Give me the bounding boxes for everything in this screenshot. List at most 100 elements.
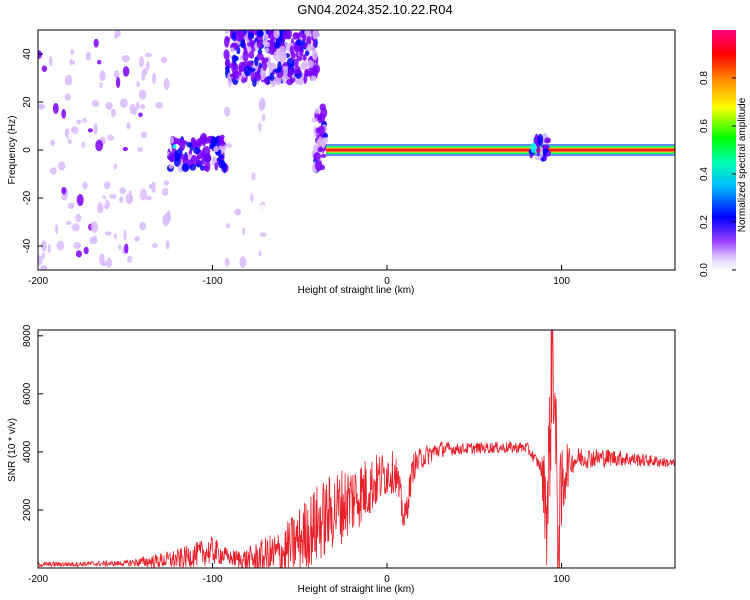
spectral-cell bbox=[188, 150, 193, 155]
spectral-cell bbox=[140, 131, 147, 139]
spectral-cell bbox=[165, 240, 170, 250]
spectral-cell bbox=[223, 49, 230, 60]
spectral-cell bbox=[173, 153, 181, 160]
spectral-cell bbox=[82, 181, 88, 190]
spectral-cell bbox=[311, 117, 318, 123]
spectral-cell bbox=[203, 137, 212, 144]
spectral-cell bbox=[316, 147, 324, 153]
spectrogram-x-axis-label: Height of straight line (km) bbox=[298, 285, 415, 296]
spectral-cell bbox=[125, 193, 133, 205]
spectral-cell bbox=[264, 77, 269, 85]
spectral-cell bbox=[134, 236, 140, 242]
spectral-cell bbox=[534, 133, 539, 146]
spectral-cell bbox=[97, 202, 104, 214]
spectral-cell bbox=[201, 149, 205, 161]
spectral-cell bbox=[234, 208, 241, 216]
spectral-cell bbox=[318, 136, 323, 143]
y-tick-label: 8000 bbox=[22, 324, 33, 347]
y-tick-label: 20 bbox=[22, 96, 33, 108]
spectral-cell bbox=[204, 152, 212, 162]
spectral-cell bbox=[274, 41, 281, 49]
spectral-cell bbox=[229, 47, 235, 53]
spectral-cell bbox=[113, 70, 120, 79]
spectral-cell bbox=[229, 260, 238, 268]
spectral-cell bbox=[41, 252, 45, 260]
spectral-cell bbox=[137, 147, 144, 153]
colorbar-tick-label: 0.0 bbox=[699, 263, 710, 277]
spectral-cell bbox=[279, 30, 284, 34]
spectral-cell bbox=[64, 93, 71, 101]
spectral-cell bbox=[250, 70, 255, 83]
spectral-cell bbox=[38, 103, 46, 110]
spectral-cell bbox=[235, 30, 243, 42]
spectral-cell bbox=[248, 32, 254, 39]
tone-core bbox=[325, 148, 675, 152]
spectral-cell bbox=[258, 250, 262, 257]
x-tick-label: -200 bbox=[28, 574, 48, 585]
spectral-cell bbox=[113, 33, 119, 39]
colorbar-ticks: 0.0 0.2 0.4 0.6 0.8 bbox=[699, 71, 736, 277]
spectral-cell bbox=[259, 235, 264, 247]
spectral-cell bbox=[99, 82, 103, 89]
spectral-cell bbox=[48, 56, 53, 67]
spectral-cell bbox=[140, 104, 146, 110]
spectral-cell bbox=[283, 30, 291, 40]
snr-panel: -200 -100 0 100 2000 4000 6000 8000 Height of s… bbox=[7, 324, 676, 595]
spectral-cell bbox=[41, 65, 48, 73]
spectral-cell bbox=[118, 244, 122, 251]
y-tick-label: 6000 bbox=[22, 382, 33, 405]
spectral-cell bbox=[151, 91, 157, 99]
spectral-cell bbox=[314, 159, 323, 172]
spectral-cell bbox=[233, 184, 240, 190]
spectral-cell bbox=[122, 146, 128, 152]
spectral-cell bbox=[254, 56, 259, 67]
spectral-cell bbox=[151, 181, 156, 194]
spectral-cell bbox=[87, 128, 93, 133]
spectrogram-image bbox=[38, 30, 675, 270]
spectral-cell bbox=[211, 156, 217, 163]
spectral-cell bbox=[129, 103, 136, 115]
spectral-cell bbox=[85, 51, 92, 61]
spectral-cell bbox=[263, 57, 269, 63]
spectral-cell bbox=[223, 135, 232, 144]
spectral-cell bbox=[67, 202, 75, 209]
spectral-cell bbox=[68, 132, 76, 141]
spectral-cell bbox=[269, 72, 275, 82]
snr-frame bbox=[37, 329, 676, 569]
spectral-cell bbox=[179, 139, 186, 151]
figure-title: GN04.2024.352.10.22.R04 bbox=[297, 2, 453, 17]
spectral-cell bbox=[138, 89, 147, 100]
spectral-cell bbox=[296, 55, 303, 62]
spectral-cell bbox=[113, 163, 117, 170]
spectral-cell bbox=[273, 51, 281, 62]
spectral-cell bbox=[75, 213, 82, 223]
spectral-cell bbox=[256, 52, 264, 61]
y-tick-label: 4000 bbox=[22, 440, 33, 463]
spectral-cell bbox=[537, 133, 544, 146]
snr-series-line bbox=[38, 330, 675, 568]
spectral-cell bbox=[189, 164, 197, 171]
spectral-cell bbox=[540, 146, 544, 158]
spectral-cell bbox=[76, 194, 84, 207]
x-tick-label: -100 bbox=[203, 276, 223, 287]
spectral-cell bbox=[103, 181, 111, 190]
spectral-cell bbox=[242, 227, 246, 236]
x-tick-label: -200 bbox=[28, 276, 48, 287]
spectral-cell bbox=[224, 65, 230, 72]
spectral-cell bbox=[75, 250, 82, 258]
spectral-cell bbox=[228, 76, 232, 88]
spectral-cell bbox=[258, 62, 263, 69]
spectral-cell bbox=[306, 43, 313, 52]
spectral-cell bbox=[318, 125, 325, 135]
spectral-cell bbox=[71, 126, 79, 135]
spectral-cell bbox=[163, 180, 170, 186]
spectral-cell bbox=[168, 164, 174, 169]
spectral-cell bbox=[119, 187, 127, 195]
spectral-cell bbox=[90, 221, 99, 234]
spectral-cell bbox=[50, 139, 55, 147]
spectral-cell bbox=[60, 194, 68, 201]
spectral-cell bbox=[258, 204, 267, 213]
